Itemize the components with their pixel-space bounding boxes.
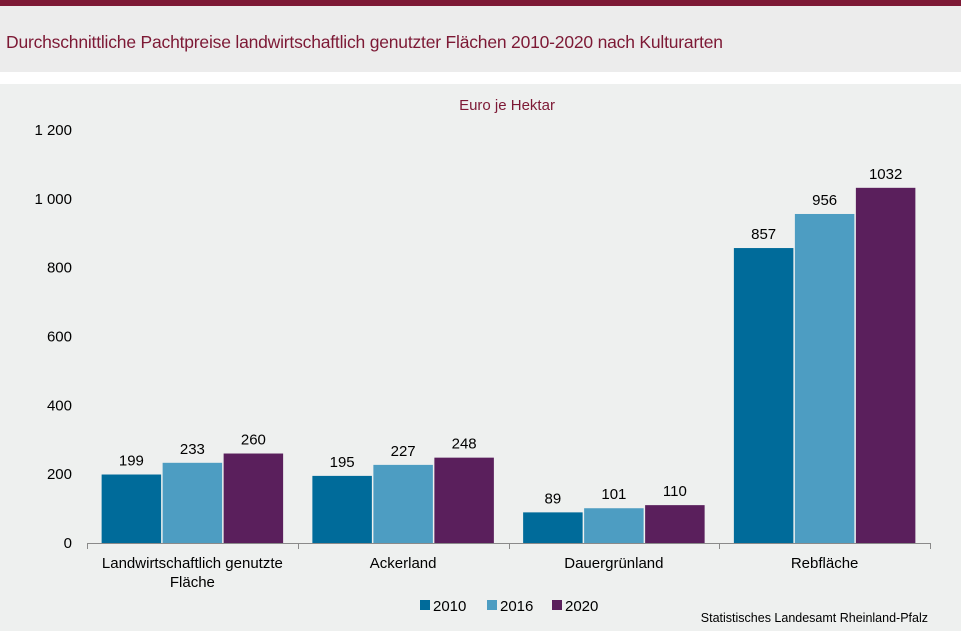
chart-subtitle: Euro je Hektar	[459, 97, 555, 114]
data-label: 233	[180, 441, 205, 458]
data-label: 956	[812, 192, 837, 209]
y-tick-label: 400	[47, 397, 72, 414]
data-label: 857	[751, 226, 776, 243]
bar-2010	[312, 475, 372, 543]
data-label: 199	[119, 453, 144, 470]
category-label: Dauergrünland	[564, 555, 663, 572]
data-label: 110	[663, 483, 687, 500]
top-accent-bar	[0, 0, 961, 6]
legend-swatch-2020	[552, 600, 562, 610]
page-title: Durchschnittliche Pachtpreise landwirtsc…	[6, 32, 723, 52]
data-label: 227	[391, 443, 416, 460]
bar-2016	[794, 213, 855, 543]
data-label: 260	[241, 432, 266, 449]
bar-2010	[733, 248, 794, 543]
bar-2016	[162, 462, 223, 543]
bar-2016	[584, 508, 644, 543]
y-tick-label: 1 200	[34, 122, 72, 139]
category-label: Rebfläche	[791, 555, 859, 572]
bar-2020	[223, 453, 284, 543]
bar-2020	[645, 505, 705, 543]
data-label: 1032	[869, 166, 902, 183]
title-band	[0, 6, 961, 72]
bar-2020	[434, 457, 494, 543]
category-label: Landwirtschaftlich genutzte	[102, 555, 283, 572]
y-tick-label: 600	[47, 329, 72, 346]
y-tick-label: 1 000	[34, 191, 72, 208]
legend-label: 2020	[565, 598, 598, 615]
legend-label: 2016	[500, 598, 533, 615]
category-label: Ackerland	[370, 555, 437, 572]
bar-group: 199 195 89 857 233 227 101 956 260 248 110 1032	[101, 166, 916, 543]
source-note: Statistisches Landesamt Rheinland-Pfalz	[701, 611, 928, 625]
category-label: Fläche	[170, 574, 215, 591]
bar-2010	[523, 512, 583, 543]
y-tick-label: 800	[47, 260, 72, 277]
y-tick-label: 200	[47, 466, 72, 483]
bar-2020	[855, 187, 916, 543]
data-label: 248	[452, 436, 477, 453]
x-axis: Landwirtschaftlich genutzte Fläche Ackerla…	[87, 543, 931, 591]
data-label: 89	[545, 490, 562, 507]
bar-2016	[373, 464, 433, 543]
data-label: 101	[601, 486, 626, 503]
y-tick-label: 0	[64, 535, 72, 552]
legend-swatch-2016	[487, 600, 497, 610]
legend-label: 2010	[433, 598, 466, 615]
legend-swatch-2010	[420, 600, 430, 610]
bar-2010	[101, 474, 162, 543]
data-label: 195	[330, 454, 355, 471]
legend: 2010 2016 2020	[420, 598, 598, 615]
y-axis: 0 200 400 600 800 1 000 1 200	[34, 122, 72, 552]
